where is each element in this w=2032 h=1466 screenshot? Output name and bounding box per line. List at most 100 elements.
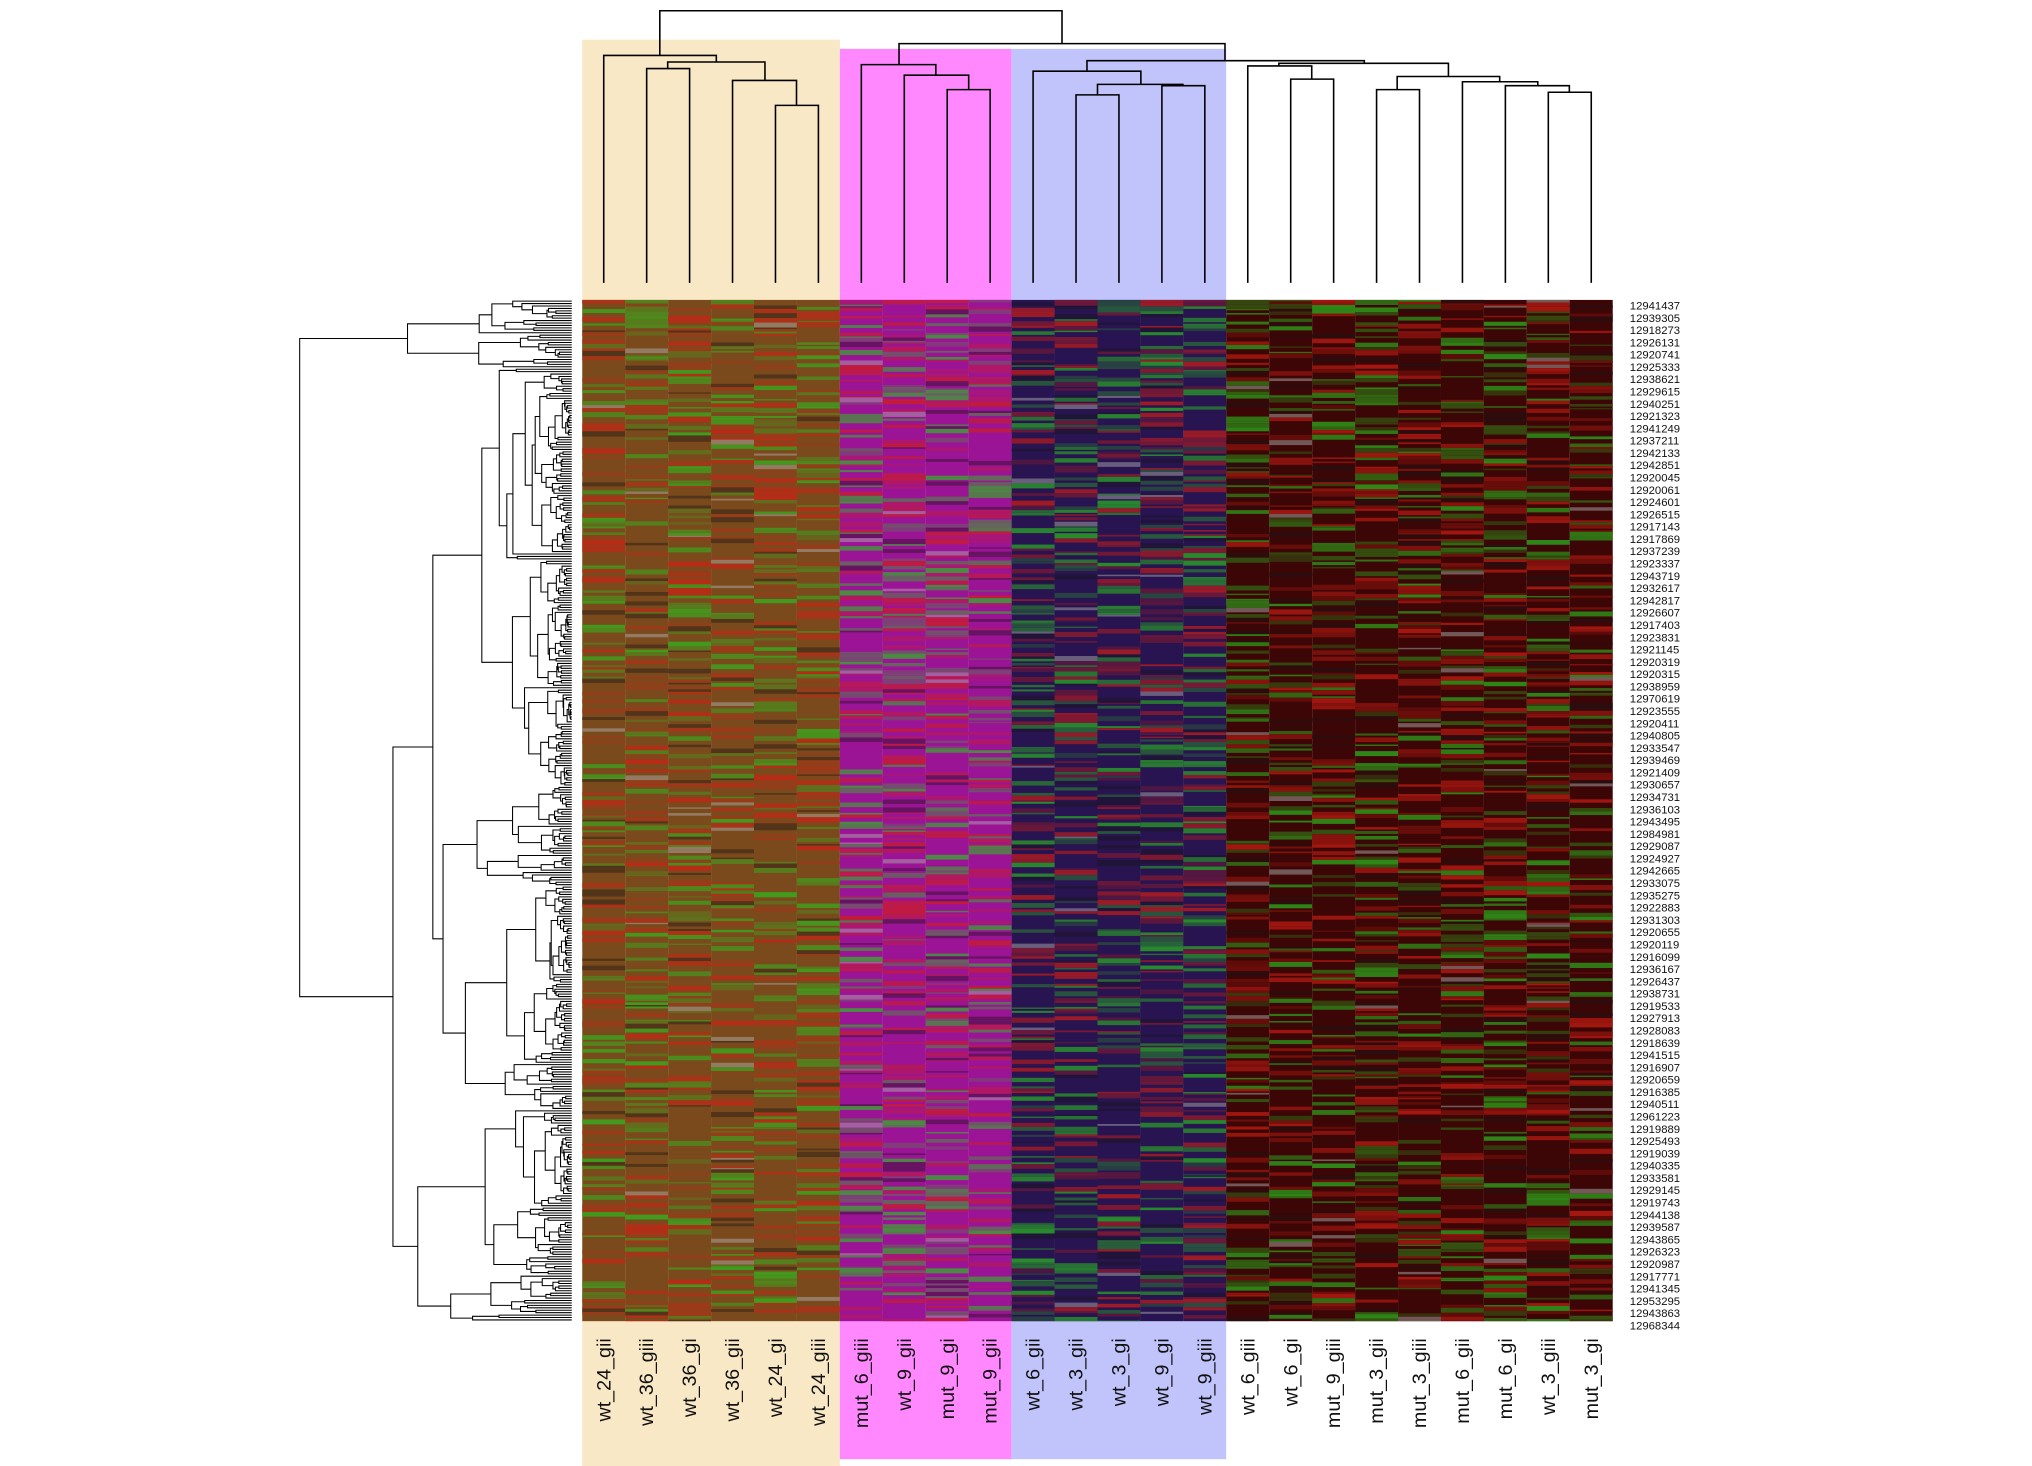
heatmap-stripe: [1312, 1047, 1356, 1050]
heatmap-stripe: [1398, 563, 1441, 569]
heatmap-stripe: [668, 400, 712, 402]
heatmap-stripe: [796, 355, 840, 360]
heatmap-stripe: [1440, 411, 1484, 413]
heatmap-stripe: [925, 1175, 969, 1181]
heatmap-stripe: [1355, 897, 1399, 900]
heatmap-stripe: [625, 969, 669, 972]
heatmap-stripe: [839, 685, 883, 688]
heatmap-stripe: [925, 723, 969, 728]
heatmap-stripe: [582, 774, 626, 778]
heatmap-stripe: [668, 922, 712, 927]
heatmap-stripe: [1183, 807, 1227, 812]
heatmap-stripe: [668, 392, 712, 394]
heatmap-stripe: [1140, 1045, 1184, 1048]
heatmap-stripe: [839, 402, 883, 405]
heatmap-stripe: [1312, 1076, 1356, 1080]
heatmap-stripe: [1440, 759, 1484, 763]
heatmap-stripe: [1226, 634, 1270, 636]
heatmap-stripe: [1569, 486, 1613, 491]
heatmap-stripe: [582, 1306, 626, 1309]
heatmap-stripe: [711, 653, 755, 659]
heatmap-stripe: [1398, 570, 1441, 575]
heatmap-stripe: [925, 1285, 969, 1289]
heatmap-stripe: [754, 929, 797, 931]
heatmap-stripe: [1526, 501, 1570, 505]
heatmap-stripe: [1483, 490, 1527, 493]
heatmap-stripe: [968, 519, 1012, 523]
heatmap-stripe: [1054, 337, 1098, 341]
heatmap-stripe: [711, 982, 755, 986]
heatmap-stripe: [1355, 417, 1399, 423]
heatmap-stripe: [582, 842, 626, 846]
heatmap-stripe: [882, 501, 926, 507]
heatmap-stripe: [1183, 1001, 1227, 1004]
heatmap-stripe: [839, 325, 883, 328]
heatmap-stripe: [1398, 1118, 1441, 1123]
heatmap-stripe: [1483, 1189, 1527, 1194]
heatmap-stripe: [1526, 584, 1570, 587]
heatmap-stripe: [839, 1272, 883, 1277]
heatmap-stripe: [1226, 1183, 1270, 1187]
heatmap-stripe: [1483, 450, 1527, 453]
heatmap-stripe: [1011, 512, 1055, 516]
heatmap-stripe: [754, 1280, 797, 1285]
heatmap-stripe: [1398, 539, 1441, 541]
heatmap-stripe: [1355, 1031, 1399, 1037]
heatmap-stripe: [1140, 842, 1184, 846]
heatmap-stripe: [1269, 301, 1313, 304]
heatmap-stripe: [1355, 1076, 1399, 1079]
heatmap-stripe: [1569, 396, 1613, 400]
heatmap-stripe: [1011, 325, 1055, 328]
heatmap-stripe: [1140, 299, 1184, 303]
heatmap-stripe: [1569, 1290, 1613, 1294]
heatmap-stripe: [1569, 607, 1613, 610]
heatmap-stripe: [1398, 550, 1441, 556]
heatmap-stripe: [839, 651, 883, 658]
heatmap-stripe: [1526, 1126, 1570, 1132]
heatmap-stripe: [1226, 1064, 1270, 1067]
heatmap-stripe: [1097, 1172, 1141, 1177]
heatmap-stripe: [1440, 884, 1484, 888]
heatmap-stripe: [796, 817, 840, 823]
heatmap-stripe: [1355, 1116, 1399, 1120]
heatmap-stripe: [839, 365, 883, 371]
heatmap-stripe: [754, 784, 797, 790]
heatmap-stripe: [1011, 380, 1055, 386]
heatmap-stripe: [582, 576, 626, 579]
heatmap-stripe: [1569, 524, 1613, 529]
heatmap-stripe: [1054, 1131, 1098, 1135]
heatmap-stripe: [625, 1122, 669, 1128]
heatmap-stripe: [1483, 1166, 1527, 1170]
heatmap-stripe: [1183, 1115, 1227, 1121]
heatmap-stripe: [711, 458, 755, 461]
heatmap-stripe: [1097, 1002, 1141, 1007]
heatmap-stripe: [1269, 1312, 1313, 1315]
heatmap-stripe: [625, 1108, 669, 1114]
heatmap-stripe: [1440, 422, 1484, 425]
heatmap-stripe: [1226, 1177, 1270, 1181]
column-label: wt_9_giii: [1194, 1338, 1216, 1416]
heatmap-stripe: [1483, 1064, 1527, 1068]
heatmap-stripe: [839, 451, 883, 456]
heatmap-stripe: [1398, 1319, 1441, 1322]
heatmap-stripe: [711, 460, 755, 464]
heatmap-stripe: [1097, 895, 1141, 901]
heatmap-stripe: [668, 1035, 712, 1038]
heatmap-stripe: [1054, 1232, 1098, 1238]
row-label: 12938621: [1630, 374, 1680, 386]
heatmap-stripe: [968, 515, 1012, 519]
heatmap-stripe: [1526, 299, 1570, 303]
heatmap-stripe: [968, 418, 1012, 424]
heatmap-stripe: [582, 447, 626, 450]
heatmap-stripe: [839, 616, 883, 619]
heatmap-stripe: [711, 1020, 755, 1026]
heatmap-stripe: [882, 1083, 926, 1088]
row-label: 12923337: [1630, 559, 1680, 571]
heatmap-stripe: [754, 318, 797, 323]
heatmap-stripe: [1054, 1270, 1098, 1274]
heatmap-stripe: [1183, 732, 1227, 736]
heatmap-stripe: [1054, 839, 1098, 845]
heatmap-stripe: [754, 924, 797, 930]
heatmap-stripe: [668, 595, 712, 599]
heatmap-stripe: [839, 1238, 883, 1243]
